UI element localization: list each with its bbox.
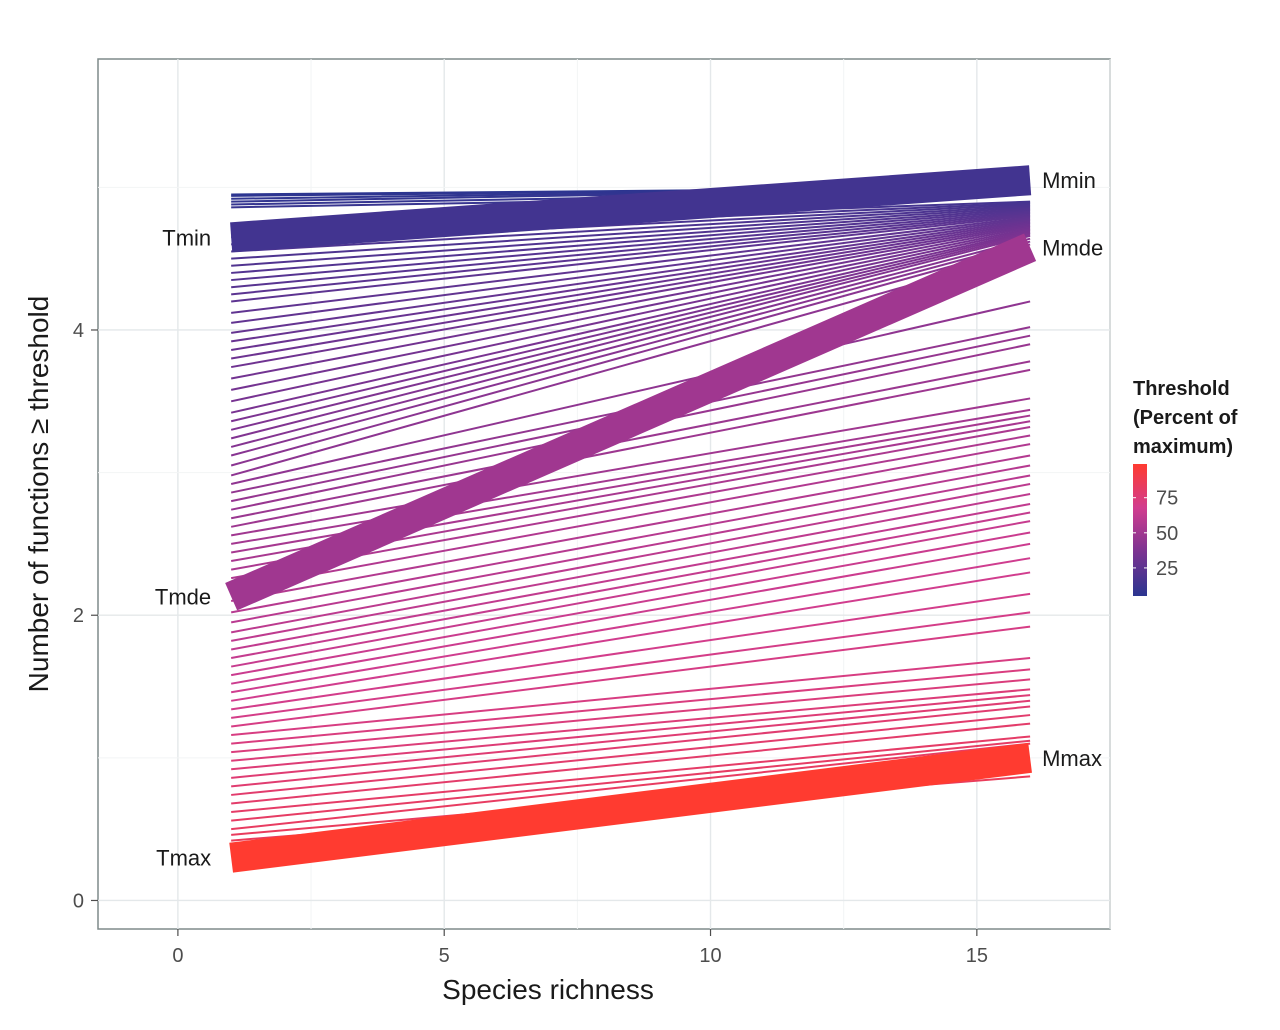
threshold-line xyxy=(231,694,1031,771)
legend-colorbar xyxy=(1133,464,1147,596)
color-legend: Threshold (Percent of maximum) 75 50 25 xyxy=(1133,378,1238,596)
threshold-line xyxy=(231,678,1031,754)
threshold-line xyxy=(231,204,1031,253)
threshold-line xyxy=(230,300,1031,485)
threshold-line xyxy=(230,234,1031,440)
x-tick-label: 10 xyxy=(699,945,721,967)
threshold-line xyxy=(230,542,1031,685)
threshold-line xyxy=(230,520,1031,668)
threshold-line xyxy=(231,217,1031,324)
threshold-line xyxy=(231,705,1031,788)
threshold-line xyxy=(230,493,1031,642)
threshold-line xyxy=(231,611,1031,719)
threshold-line xyxy=(230,240,1031,457)
threshold-line xyxy=(230,531,1031,677)
threshold-line xyxy=(230,443,1031,591)
threshold-line xyxy=(230,224,1031,369)
end-label-mde: Mmde xyxy=(1042,235,1103,260)
threshold-line xyxy=(230,243,1031,467)
threshold-line xyxy=(231,688,1031,762)
threshold-line xyxy=(230,502,1031,651)
threshold-line xyxy=(231,625,1031,728)
y-axis-title: Number of functions ≥ threshold xyxy=(23,296,54,693)
legend-tick-label: 25 xyxy=(1156,558,1178,580)
end-label-max: Mmax xyxy=(1042,746,1102,771)
threshold-line xyxy=(231,209,1031,274)
threshold-line xyxy=(230,233,1031,431)
legend-tick-label: 75 xyxy=(1156,488,1178,510)
threshold-line xyxy=(230,226,1031,380)
series-line-mde xyxy=(225,233,1037,611)
threshold-line xyxy=(230,360,1031,520)
threshold-line xyxy=(231,735,1031,814)
y-tick-label: 2 xyxy=(73,605,84,627)
legend-title-line: (Percent of xyxy=(1133,407,1238,429)
threshold-line xyxy=(230,483,1031,634)
threshold-line xyxy=(230,408,1031,545)
threshold-line xyxy=(230,232,1031,423)
y-tick-label: 4 xyxy=(73,320,84,342)
threshold-line xyxy=(230,397,1031,537)
threshold-line xyxy=(231,214,1031,303)
threshold-line xyxy=(231,742,1031,831)
threshold-line xyxy=(231,206,1031,260)
threshold-line xyxy=(231,213,1031,296)
threshold-line xyxy=(230,474,1031,624)
threshold-line xyxy=(230,511,1031,660)
threshold-line xyxy=(230,464,1031,614)
threshold-line xyxy=(230,250,1031,477)
start-label-min: Tmin xyxy=(162,225,211,250)
threshold-line xyxy=(231,592,1031,711)
threshold-line xyxy=(231,699,1031,779)
line-labels: Tmin Mmin Tmde Mmde Tmax Mmax xyxy=(155,168,1103,870)
legend-title-line: maximum) xyxy=(1133,436,1233,458)
threshold-line xyxy=(230,571,1031,702)
threshold-line xyxy=(231,668,1031,745)
x-tick-label: 0 xyxy=(172,945,183,967)
threshold-line xyxy=(231,722,1031,805)
threshold-line xyxy=(230,237,1031,448)
highlighted-threshold-lines xyxy=(225,165,1037,873)
threshold-line xyxy=(230,227,1031,391)
threshold-line xyxy=(231,219,1031,334)
threshold-line xyxy=(231,657,1031,737)
threshold-line xyxy=(230,557,1031,694)
start-label-max: Tmax xyxy=(156,846,211,871)
threshold-line xyxy=(231,739,1031,822)
start-label-mde: Tmde xyxy=(155,585,211,610)
x-tick-label: 5 xyxy=(439,945,450,967)
end-label-min: Mmin xyxy=(1042,168,1096,193)
x-axis-title: Species richness xyxy=(442,974,654,1005)
threshold-line xyxy=(230,229,1031,403)
y-tick-label: 0 xyxy=(73,890,84,912)
x-tick-label: 15 xyxy=(966,945,988,967)
threshold-line xyxy=(230,368,1031,528)
threshold-line xyxy=(231,216,1031,314)
legend-title-line: Threshold xyxy=(1133,378,1230,400)
threshold-line xyxy=(231,207,1031,267)
threshold-line xyxy=(231,212,1031,289)
threshold-line xyxy=(230,230,1031,414)
threshold-line xyxy=(230,454,1031,602)
threshold-line xyxy=(230,223,1031,360)
axes: 0 5 10 15 0 2 4 xyxy=(73,320,988,967)
threshold-line xyxy=(231,210,1031,282)
threshold-line xyxy=(231,714,1031,796)
series-line-min xyxy=(230,165,1032,253)
series-line-max xyxy=(229,742,1032,873)
threshold-line xyxy=(231,220,1031,343)
legend-tick-label: 50 xyxy=(1156,523,1178,545)
threshold-line xyxy=(231,222,1031,351)
